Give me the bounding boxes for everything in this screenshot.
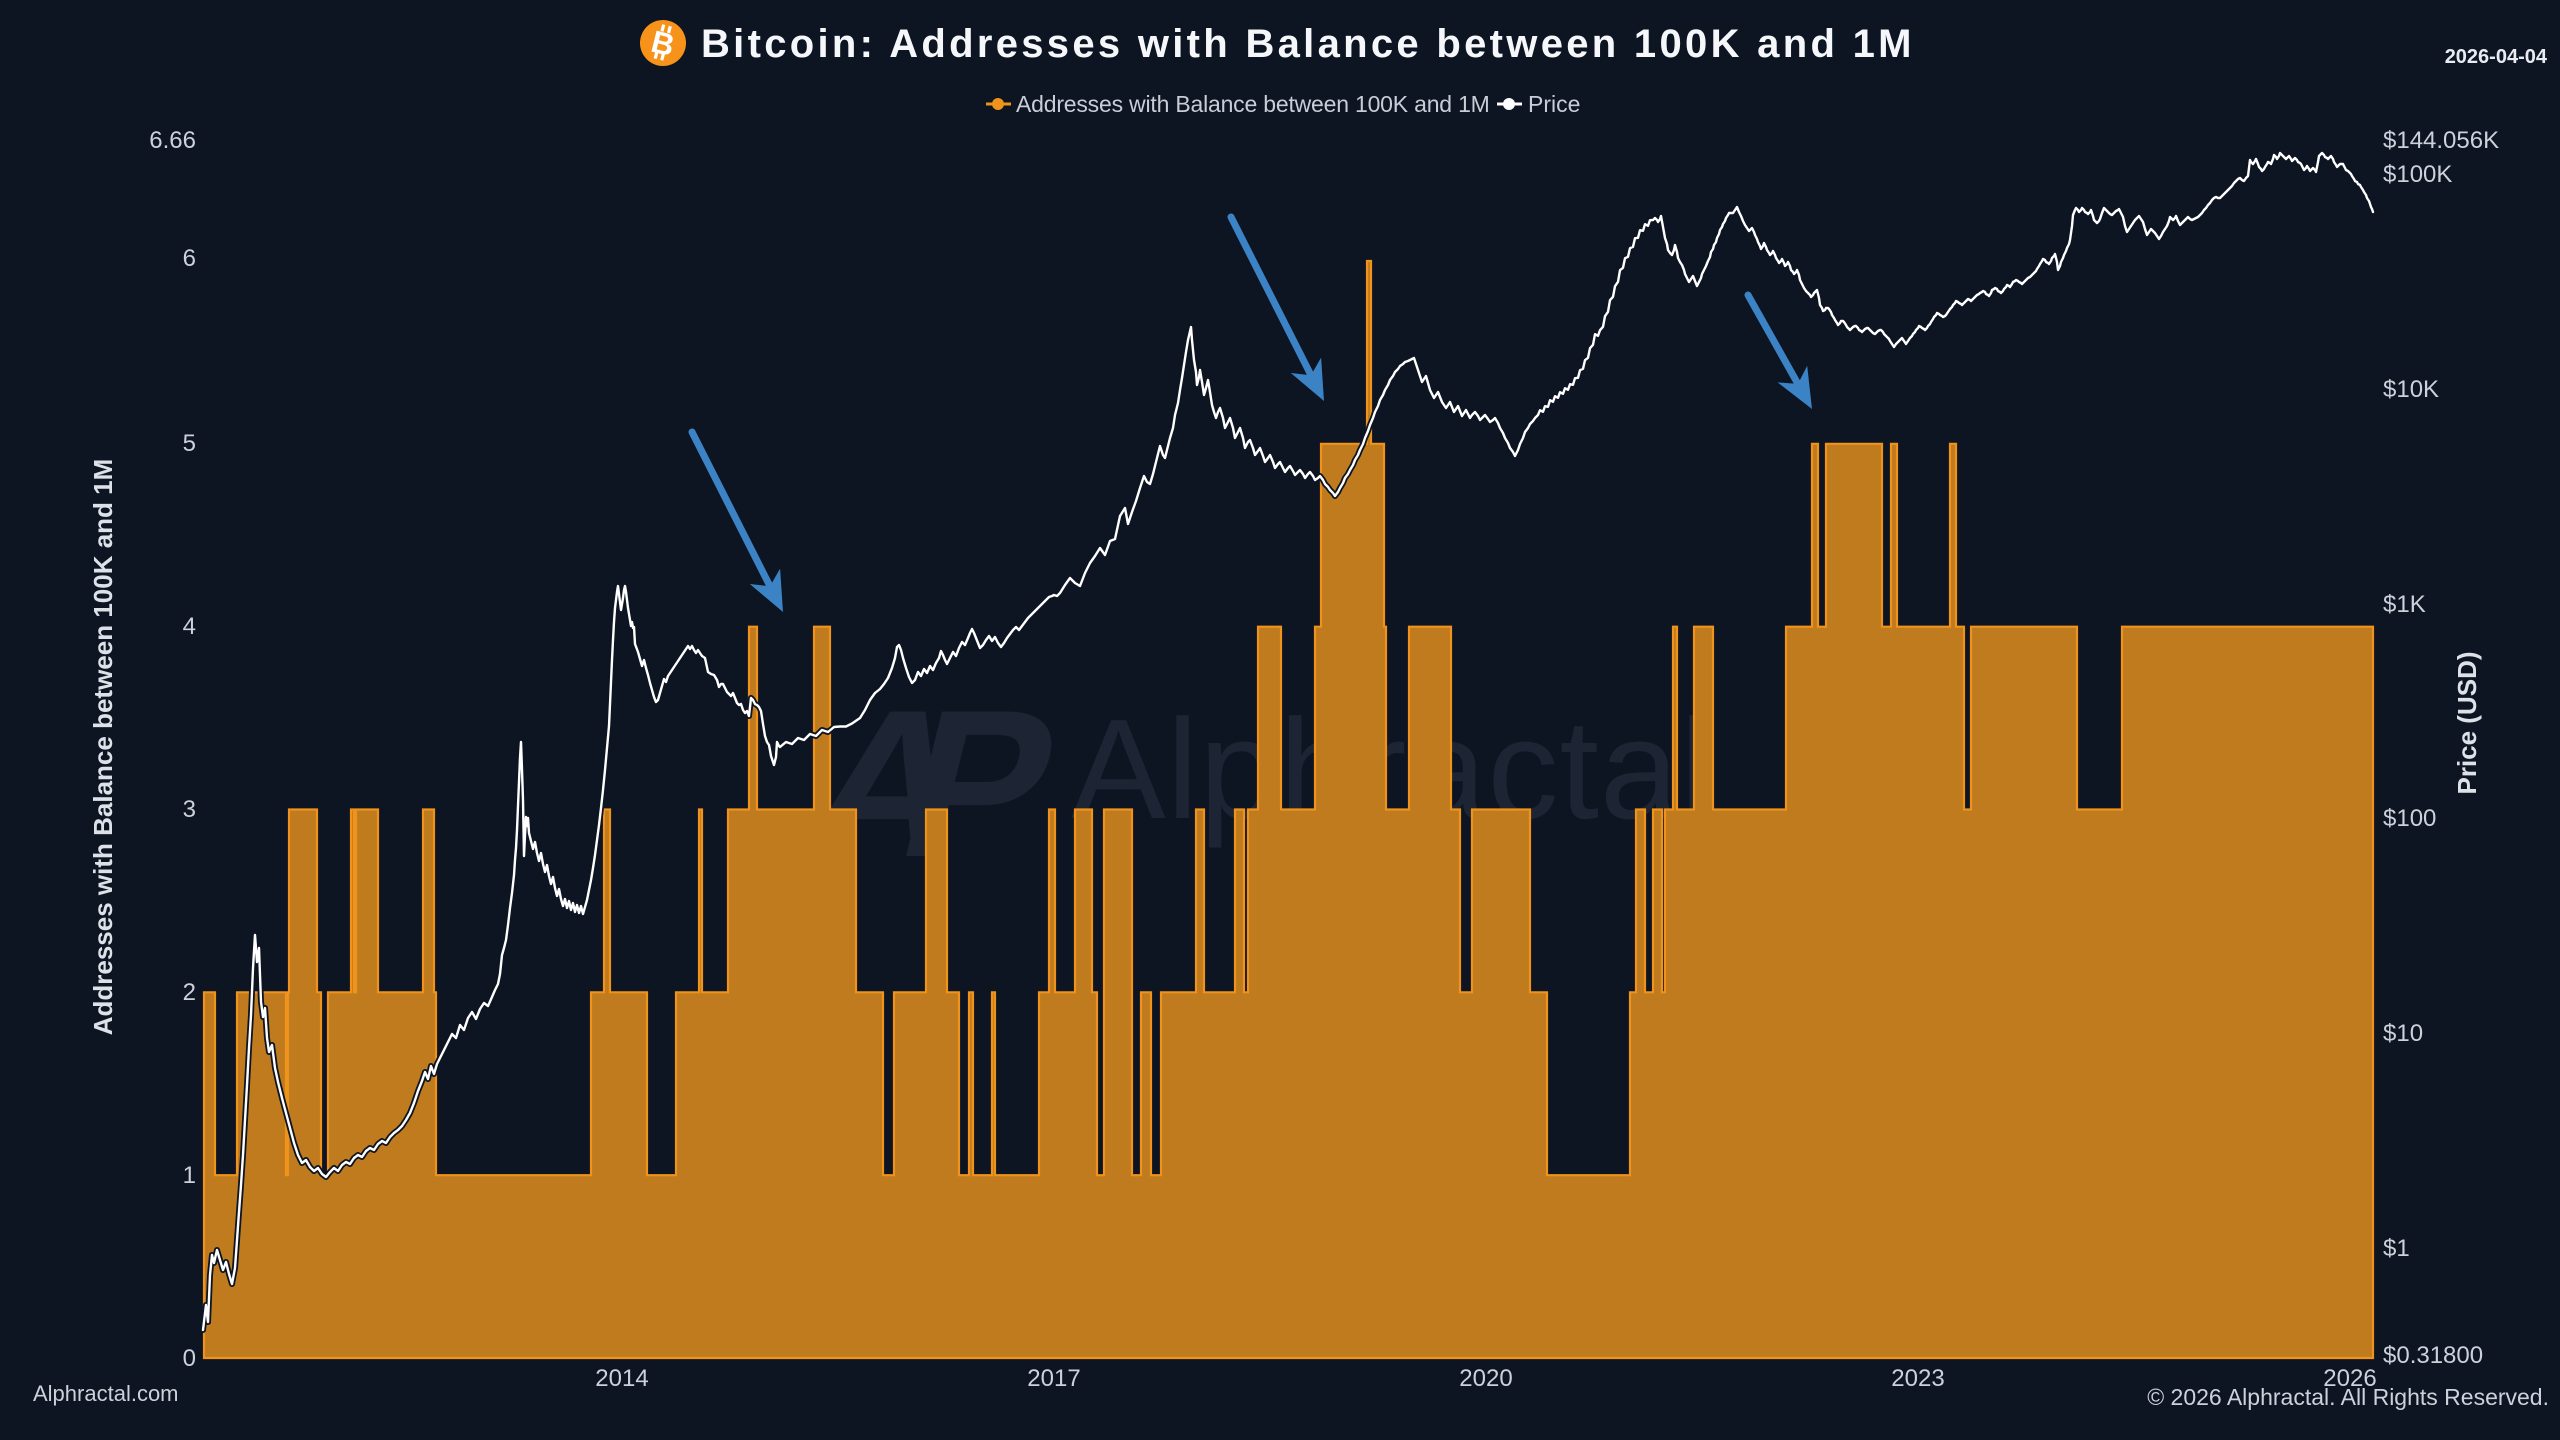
svg-text:$144.056K: $144.056K [2383, 127, 2499, 154]
svg-text:Addresses with Balance between: Addresses with Balance between 100K and … [1016, 91, 1490, 117]
svg-text:Price: Price [1528, 91, 1580, 117]
svg-text:Bitcoin: Addresses with Balanc: Bitcoin: Addresses with Balance between … [701, 22, 1915, 66]
svg-text:$1: $1 [2383, 1235, 2410, 1262]
svg-text:0: 0 [183, 1345, 196, 1372]
svg-text:2014: 2014 [595, 1365, 648, 1392]
svg-text:5: 5 [183, 430, 196, 457]
svg-text:$10K: $10K [2383, 376, 2439, 403]
svg-text:Alphractal.com: Alphractal.com [33, 1381, 179, 1406]
svg-text:2: 2 [183, 979, 196, 1006]
svg-text:$100: $100 [2383, 805, 2436, 832]
svg-text:Addresses with Balance between: Addresses with Balance between 100K and … [88, 459, 118, 1036]
svg-text:2026-04-04: 2026-04-04 [2445, 46, 2548, 68]
svg-text:Price (USD): Price (USD) [2452, 651, 2482, 794]
svg-text:2017: 2017 [1027, 1365, 1080, 1392]
svg-text:1: 1 [183, 1162, 196, 1189]
svg-text:6.66: 6.66 [149, 127, 196, 154]
svg-text:$0.31800: $0.31800 [2383, 1342, 2483, 1369]
svg-text:$100K: $100K [2383, 161, 2452, 188]
svg-text:2023: 2023 [1891, 1365, 1944, 1392]
svg-text:2020: 2020 [1459, 1365, 1512, 1392]
svg-text:2026: 2026 [2323, 1365, 2376, 1392]
svg-text:6: 6 [183, 245, 196, 272]
svg-text:© 2026 Alphractal. All Rights: © 2026 Alphractal. All Rights Reserved. [2147, 1384, 2549, 1410]
svg-text:$1K: $1K [2383, 591, 2426, 618]
svg-text:$10: $10 [2383, 1020, 2423, 1047]
svg-text:4: 4 [183, 613, 196, 640]
svg-text:3: 3 [183, 796, 196, 823]
